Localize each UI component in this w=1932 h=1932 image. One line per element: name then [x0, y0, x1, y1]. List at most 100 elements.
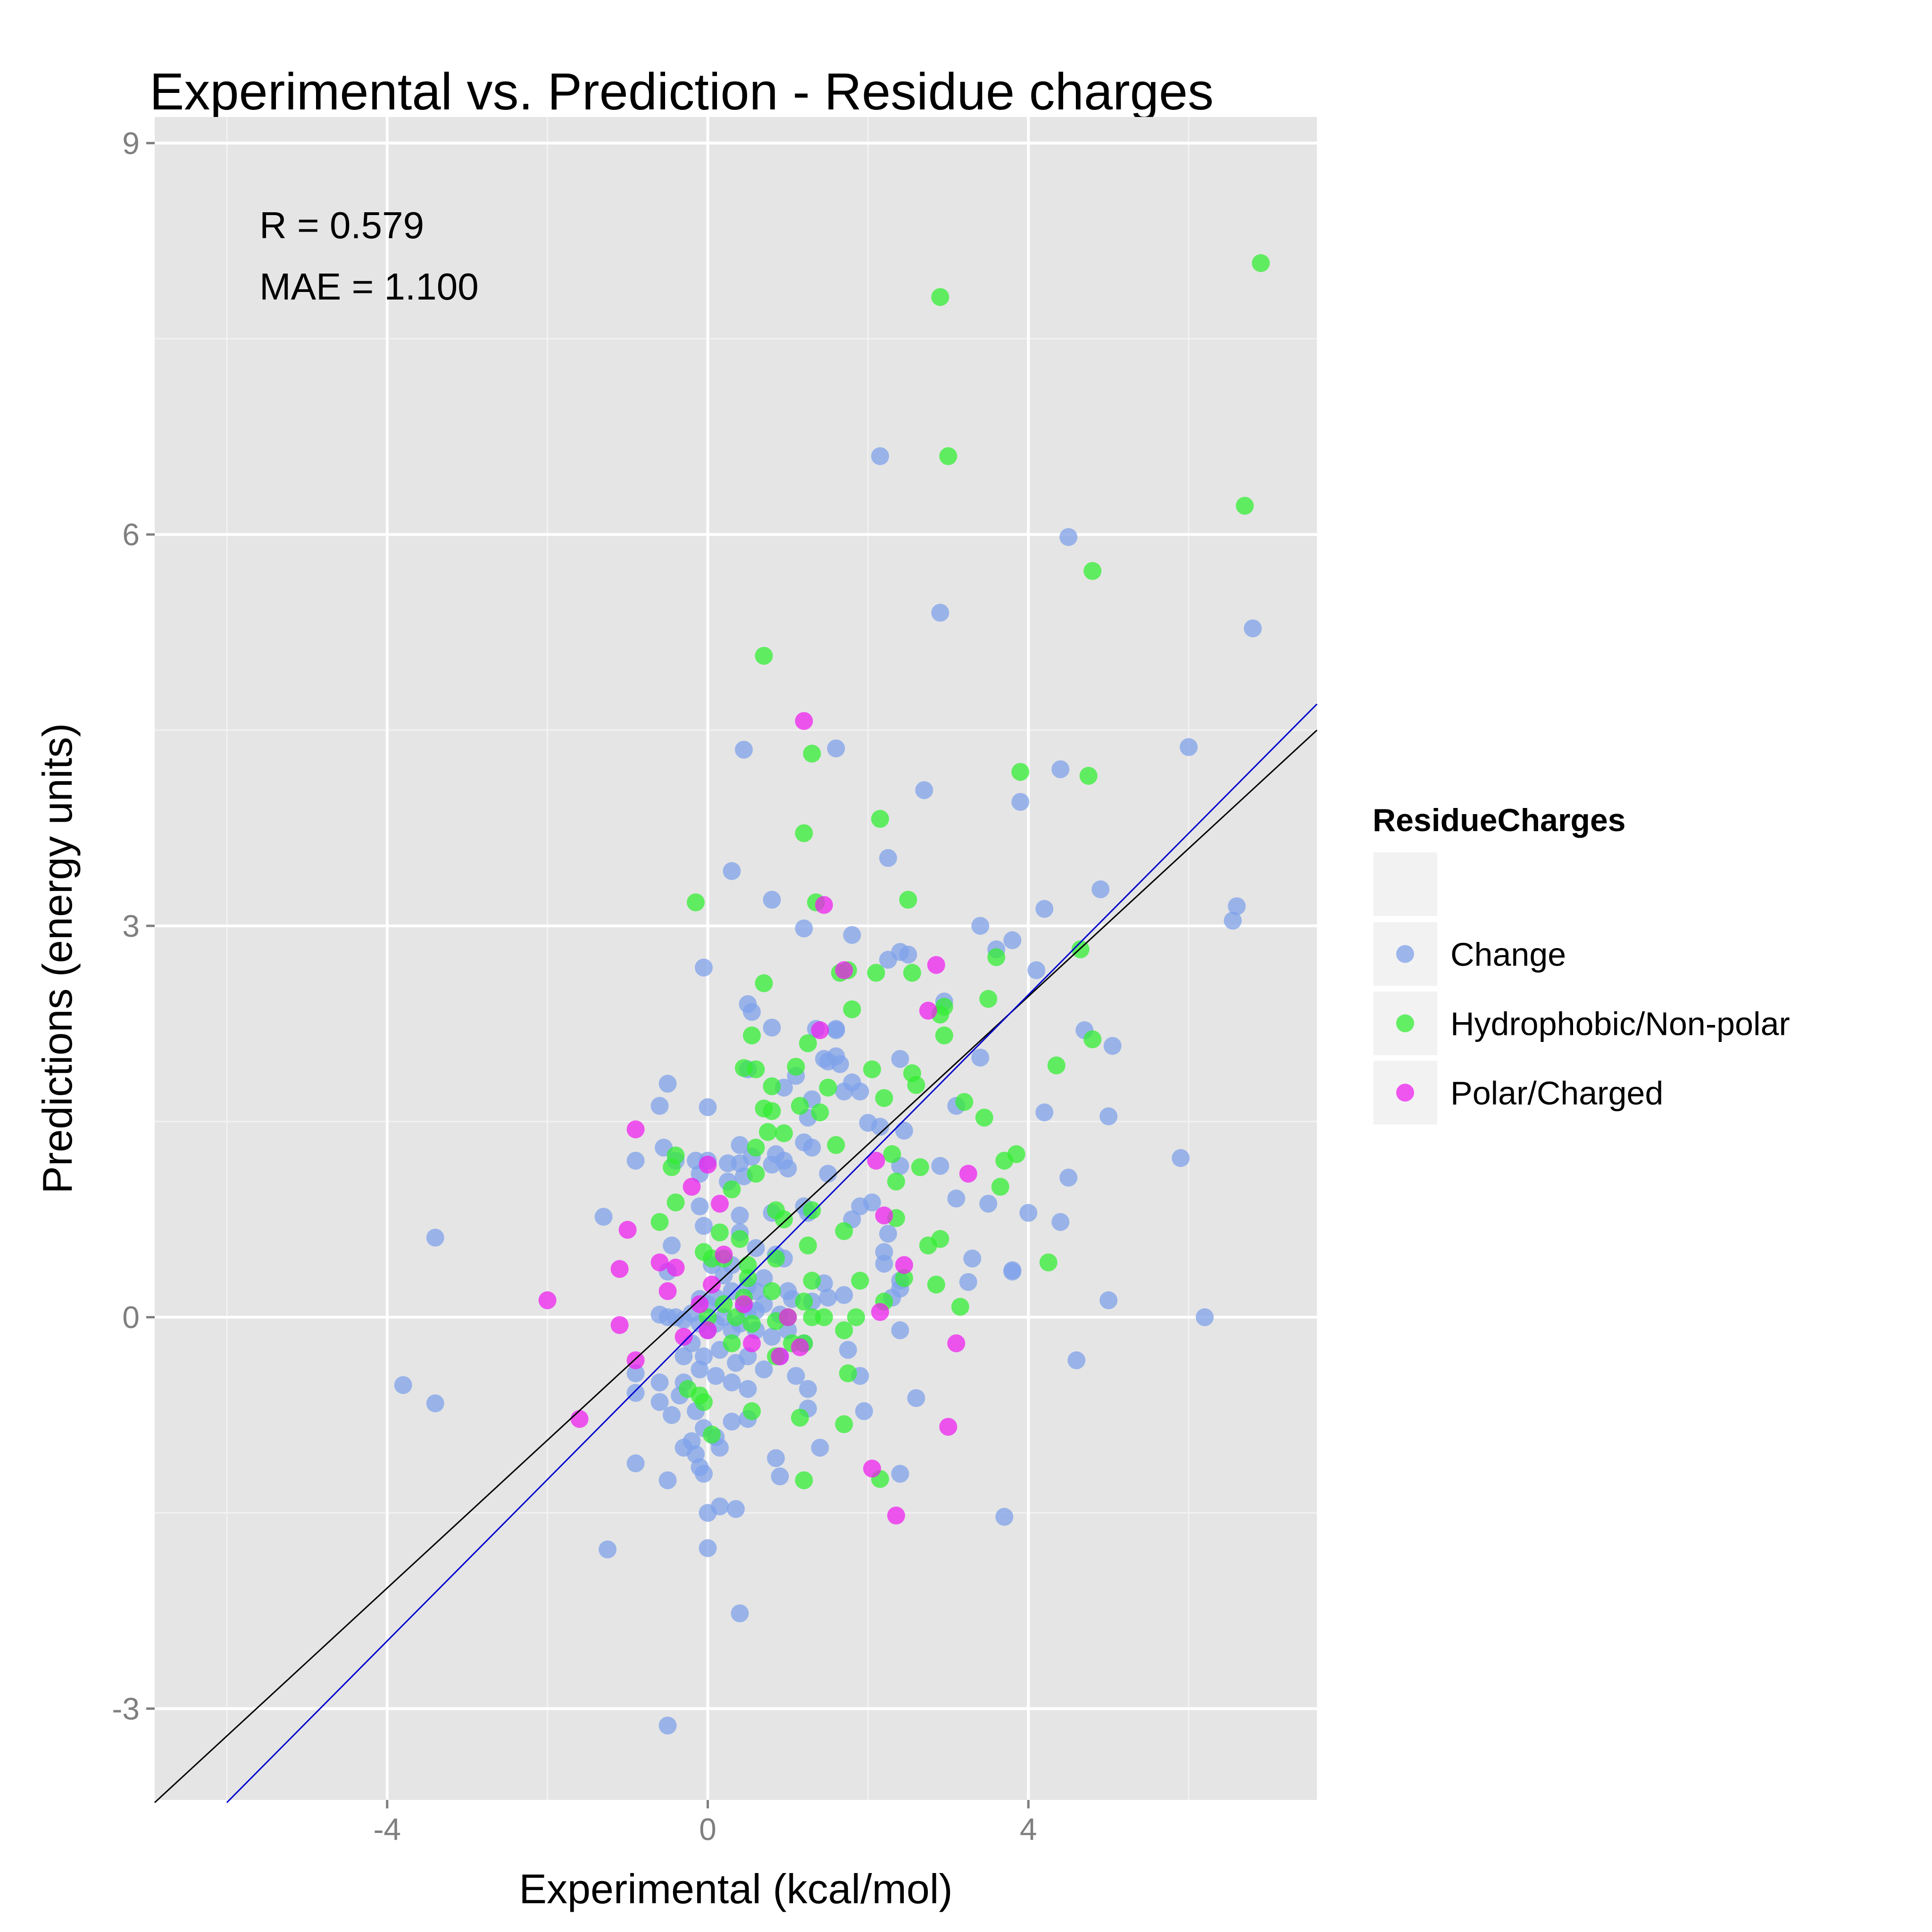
point-change — [879, 950, 897, 969]
point-polar-charged — [610, 1260, 629, 1278]
y-tick-label: 0 — [122, 1300, 140, 1335]
point-change — [979, 1194, 998, 1213]
point-change — [895, 1122, 913, 1140]
point-change — [1003, 931, 1022, 949]
point-hydrophobic-non-polar — [811, 1103, 829, 1122]
legend-label-polar-charged: Polar/Charged — [1450, 1075, 1663, 1112]
point-change — [827, 739, 845, 758]
point-hydrophobic-non-polar — [774, 1210, 793, 1229]
point-hydrophobic-non-polar — [975, 1108, 993, 1127]
point-hydrophobic-non-polar — [711, 1223, 729, 1241]
point-change — [1228, 897, 1246, 916]
point-change — [1011, 793, 1030, 811]
point-change — [871, 447, 889, 466]
point-change — [931, 1157, 949, 1175]
point-polar-charged — [650, 1253, 669, 1272]
point-polar-charged — [927, 956, 945, 974]
point-hydrophobic-non-polar — [827, 1136, 845, 1154]
point-change — [803, 1139, 821, 1157]
point-polar-charged — [675, 1328, 693, 1346]
point-polar-charged — [939, 1417, 958, 1436]
point-polar-charged — [863, 1459, 881, 1478]
point-change — [731, 1136, 749, 1154]
point-hydrophobic-non-polar — [742, 1315, 761, 1333]
legend-key-blank — [1374, 852, 1437, 916]
point-hydrophobic-non-polar — [687, 893, 705, 912]
legend-title: ResidueCharges — [1373, 802, 1626, 838]
point-change — [739, 1380, 757, 1398]
point-change — [963, 1249, 982, 1268]
point-hydrophobic-non-polar — [919, 1236, 937, 1255]
point-hydrophobic-non-polar — [931, 288, 949, 306]
point-change — [1059, 528, 1078, 546]
point-polar-charged — [742, 1334, 761, 1352]
point-hydrophobic-non-polar — [1236, 497, 1254, 515]
point-hydrophobic-non-polar — [715, 1295, 733, 1313]
point-hydrophobic-non-polar — [839, 1364, 857, 1382]
point-hydrophobic-non-polar — [911, 1158, 929, 1176]
point-change — [711, 1497, 729, 1516]
point-polar-charged — [947, 1334, 966, 1352]
point-change — [771, 1467, 789, 1486]
point-change — [658, 1074, 677, 1093]
point-change — [727, 1500, 745, 1518]
point-change — [650, 1097, 669, 1115]
point-hydrophobic-non-polar — [747, 1139, 765, 1157]
point-change — [1019, 1204, 1038, 1222]
point-change — [891, 1465, 909, 1483]
point-change — [1035, 1103, 1054, 1122]
point-change — [699, 1098, 717, 1116]
point-change — [1196, 1308, 1214, 1326]
point-polar-charged — [795, 712, 813, 730]
point-polar-charged — [703, 1275, 721, 1294]
point-change — [691, 1360, 709, 1379]
axis-ticks — [146, 142, 1030, 1808]
point-polar-charged — [610, 1316, 629, 1334]
point-change — [851, 1083, 869, 1101]
point-change — [755, 1295, 773, 1313]
point-change — [1180, 738, 1198, 756]
point-hydrophobic-non-polar — [1039, 1253, 1058, 1272]
point-hydrophobic-non-polar — [727, 1308, 745, 1326]
point-polar-charged — [618, 1221, 637, 1239]
point-polar-charged — [871, 1303, 889, 1321]
point-change — [875, 1255, 893, 1273]
point-change — [658, 1716, 677, 1735]
point-change — [1244, 619, 1262, 638]
y-axis-title: Predictions (energy units) — [34, 723, 81, 1194]
point-change — [891, 1321, 909, 1340]
point-hydrophobic-non-polar — [799, 1236, 817, 1255]
point-hydrophobic-non-polar — [791, 1097, 809, 1115]
point-polar-charged — [791, 1338, 809, 1357]
point-hydrophobic-non-polar — [791, 1408, 809, 1427]
point-hydrophobic-non-polar — [742, 1402, 761, 1420]
point-change — [731, 1604, 749, 1623]
point-hydrophobic-non-polar — [795, 824, 813, 842]
point-hydrophobic-non-polar — [819, 1078, 837, 1097]
point-hydrophobic-non-polar — [835, 1222, 853, 1241]
point-hydrophobic-non-polar — [843, 1000, 861, 1018]
point-hydrophobic-non-polar — [883, 1145, 901, 1163]
point-change — [763, 1328, 781, 1346]
point-change — [755, 1360, 773, 1379]
point-polar-charged — [919, 1001, 937, 1020]
point-polar-charged — [875, 1206, 893, 1224]
point-change — [691, 1197, 709, 1216]
point-change — [699, 1539, 717, 1557]
point-change — [819, 1052, 837, 1071]
legend-label-change: Change — [1450, 936, 1566, 973]
point-polar-charged — [626, 1351, 645, 1369]
point-hydrophobic-non-polar — [747, 1060, 765, 1079]
point-hydrophobic-non-polar — [731, 1230, 749, 1248]
legend-marker-change — [1396, 945, 1414, 963]
point-hydrophobic-non-polar — [739, 1256, 757, 1274]
point-change — [723, 1412, 741, 1431]
point-hydrophobic-non-polar — [703, 1425, 721, 1444]
point-change — [695, 958, 713, 977]
point-hydrophobic-non-polar — [747, 1165, 765, 1183]
point-hydrophobic-non-polar — [887, 1172, 905, 1191]
point-hydrophobic-non-polar — [835, 1321, 853, 1340]
point-change — [663, 1406, 681, 1424]
point-change — [723, 862, 741, 880]
